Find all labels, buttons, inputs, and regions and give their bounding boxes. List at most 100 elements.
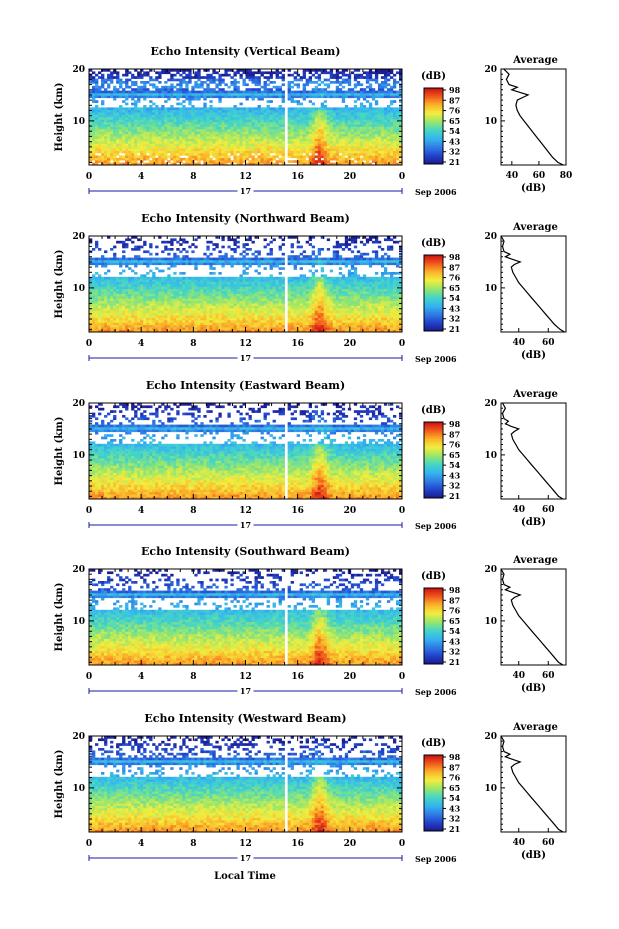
- panel-5: Echo Intensity (Westward Beam) 20 10 Height…: [54, 712, 567, 864]
- colorbar-label: (dB): [421, 238, 446, 249]
- x-tick-label: 4: [138, 339, 144, 349]
- day-label-bg: [237, 521, 254, 529]
- x-tick-label: 0: [399, 506, 405, 516]
- x-tick-label: 4: [138, 506, 144, 516]
- x-axis-label: Local Time: [214, 871, 276, 882]
- x-tick-label: 0: [86, 839, 92, 849]
- x-tick-label: 12: [239, 672, 252, 682]
- colorbar-frame: [423, 754, 444, 832]
- colorbar-tick-label: 87: [449, 429, 460, 439]
- panel-3: Echo Intensity (Eastward Beam) 20 10 Height…: [54, 379, 567, 531]
- profile-x-tick-label: 40: [512, 838, 525, 848]
- profile-title: Average: [512, 55, 558, 66]
- colorbar-label: (dB): [421, 571, 446, 582]
- colorbar-tick-label: 87: [449, 95, 460, 105]
- profile-x-tick-label: 40: [512, 505, 525, 515]
- profile-x-label: (dB): [521, 850, 546, 861]
- profile-frame: [500, 68, 567, 166]
- y-axis-label: Height (km): [54, 83, 65, 152]
- x-tick-label: 8: [190, 172, 196, 182]
- y-tick-label: 20: [72, 65, 85, 75]
- x-tick-label: 20: [344, 172, 357, 182]
- colorbar-tick-label: 65: [449, 450, 460, 460]
- x-tick-label: 0: [399, 172, 405, 182]
- colorbar-tick-label: 98: [449, 85, 461, 95]
- x-tick-label: 12: [239, 839, 252, 849]
- colorbar-tick-label: 65: [449, 783, 460, 793]
- profile-x-tick-label: 60: [542, 838, 555, 848]
- x-tick-label: 16: [291, 506, 304, 516]
- profile-x-tick-label: 40: [512, 671, 525, 681]
- profile-y-tick-label: 20: [484, 399, 497, 409]
- colorbar-label: (dB): [421, 738, 446, 749]
- profile-x-tick-label: 40: [512, 338, 525, 348]
- colorbar-tick-label: 76: [449, 273, 461, 283]
- colorbar-tick-label: 21: [449, 324, 460, 334]
- profile-line: [500, 735, 564, 833]
- x-tick-label: 0: [86, 506, 92, 516]
- colorbar-tick-label: 76: [449, 106, 461, 116]
- colorbar-gradient: [424, 755, 443, 832]
- colorbar-tick-label: 76: [449, 440, 461, 450]
- colorbar-tick-label: 43: [449, 803, 461, 813]
- heatmap-cells: [89, 569, 403, 666]
- colorbar-tick-label: 43: [449, 136, 461, 146]
- profile-y-tick-label: 10: [484, 117, 497, 127]
- profile-x-label: (dB): [521, 350, 546, 361]
- panel-4: Echo Intensity (Southward Beam) 20 10 Heigh…: [54, 545, 567, 697]
- x-tick-label: 4: [138, 172, 144, 182]
- y-tick-label: 20: [72, 399, 85, 409]
- x-tick-label: 0: [86, 172, 92, 182]
- day-label-bg: [237, 354, 254, 362]
- colorbar-tick-label: 43: [449, 303, 461, 313]
- colorbar-tick-label: 54: [449, 126, 461, 136]
- y-tick-label: 20: [72, 565, 85, 575]
- profile-title: Average: [512, 389, 558, 400]
- x-tick-label: 4: [138, 839, 144, 849]
- x-tick-label: 20: [344, 506, 357, 516]
- profile-frame: [500, 735, 567, 833]
- y-tick-label: 10: [72, 617, 85, 627]
- x-tick-label: 0: [86, 672, 92, 682]
- profile-x-tick-label: 60: [542, 671, 555, 681]
- profile-y-tick-label: 20: [484, 232, 497, 242]
- profile-y-tick-label: 10: [484, 617, 497, 627]
- date-label: Sep 2006: [415, 521, 457, 531]
- x-tick-label: 8: [190, 672, 196, 682]
- colorbar-tick-label: 87: [449, 595, 460, 605]
- panels-group: Echo Intensity (Vertical Beam) 20 10 Height…: [54, 45, 572, 864]
- profile-y-tick-label: 20: [484, 65, 497, 75]
- profile-x-label: (dB): [521, 517, 546, 528]
- profile-y-tick-label: 10: [484, 284, 497, 294]
- date-label: Sep 2006: [415, 354, 457, 364]
- profile-title: Average: [512, 555, 558, 566]
- colorbar-tick-label: 21: [449, 157, 460, 167]
- day-label: 17: [240, 686, 251, 696]
- colorbar-gradient: [424, 422, 443, 499]
- heatmap-cells: [89, 736, 403, 833]
- colorbar-tick-label: 32: [449, 814, 460, 824]
- colorbar-tick-label: 32: [449, 481, 460, 491]
- date-label: Sep 2006: [415, 854, 457, 864]
- profile-frame: [500, 568, 567, 666]
- x-tick-label: 8: [190, 339, 196, 349]
- x-tick-label: 20: [344, 839, 357, 849]
- profile-x-label: (dB): [521, 683, 546, 694]
- colorbar-gradient: [424, 88, 443, 165]
- panel-title: Echo Intensity (Northward Beam): [141, 212, 350, 225]
- profile-title: Average: [512, 722, 558, 733]
- profile-x-label: (dB): [521, 183, 546, 194]
- colorbar-tick-label: 76: [449, 606, 461, 616]
- profile-x-tick-label: 80: [560, 171, 573, 181]
- x-tick-label: 0: [399, 672, 405, 682]
- profile-x-tick-label: 60: [542, 505, 555, 515]
- colorbar-tick-label: 98: [449, 252, 461, 262]
- day-label: 17: [240, 353, 251, 363]
- colorbar-tick-label: 87: [449, 762, 460, 772]
- colorbar-tick-label: 87: [449, 262, 460, 272]
- profile-line: [500, 568, 564, 666]
- colorbar-tick-label: 65: [449, 616, 460, 626]
- day-label: 17: [240, 186, 251, 196]
- colorbar-frame: [423, 254, 444, 332]
